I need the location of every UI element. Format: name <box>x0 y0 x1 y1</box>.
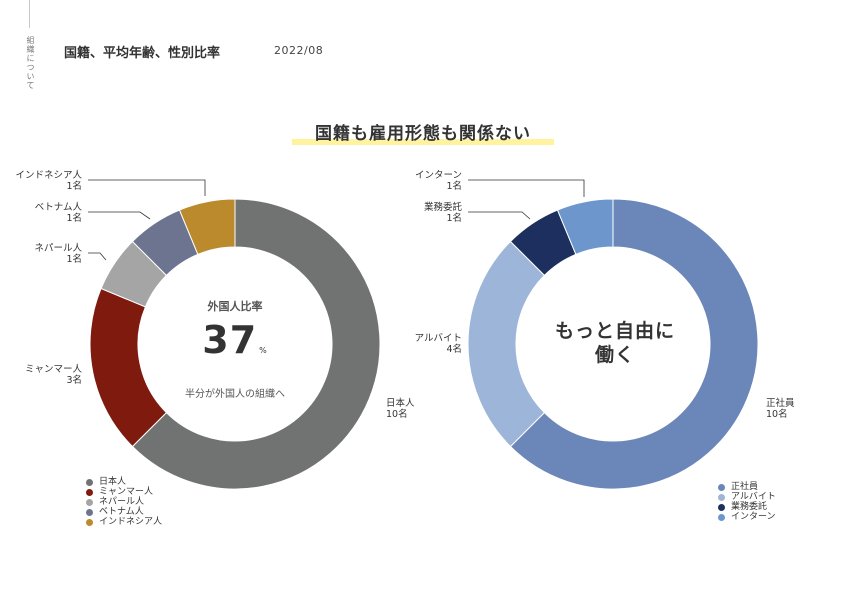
legend-item: ミャンマー人 <box>86 487 162 497</box>
donut1-slice <box>89 287 168 448</box>
legend-swatch <box>718 513 725 521</box>
legend-label: インドネシア人 <box>99 517 163 527</box>
page-title: 国籍、平均年齢、性別比率 <box>64 46 221 61</box>
donut1-slice <box>131 198 381 490</box>
donut2-center-text: もっと自由に 働く <box>535 319 695 367</box>
legend-label: ネパール人 <box>99 497 145 507</box>
leader-line <box>88 211 151 220</box>
donut1-label-value: 1名 <box>66 181 82 192</box>
donut1-label-name: インドネシア人 <box>15 170 82 181</box>
donut2-label-name: 正社員 <box>766 398 795 409</box>
legend-swatch <box>86 478 93 486</box>
leader-line <box>88 179 206 196</box>
legend-item: 日本人 <box>86 477 162 487</box>
donut2-legend: 正社員 アルバイト 業務委託 インターン <box>718 482 776 522</box>
legend-label: インターン <box>731 512 776 522</box>
donut2-label-value: 4名 <box>446 344 462 355</box>
legend-label: アルバイト <box>731 492 776 502</box>
legend-item: アルバイト <box>718 492 776 502</box>
legend-label: 正社員 <box>731 482 759 492</box>
legend-label: ミャンマー人 <box>99 487 154 497</box>
donut2-label-value: 1名 <box>446 213 462 224</box>
donut1-label-value: 10名 <box>386 409 408 420</box>
legend-swatch <box>718 503 725 511</box>
donut1-label-value: 3名 <box>66 375 82 386</box>
donut2-label-contract: 業務委託 1名 <box>382 202 462 224</box>
donut2-label-parttime: アルバイト 4名 <box>382 333 462 355</box>
donut2-center-line1: もっと自由に <box>554 320 675 342</box>
donut1-label-value: 1名 <box>66 213 82 224</box>
donut1-label-myanmar: ミャンマー人 3名 <box>2 364 82 386</box>
donut1-center-number: 37 <box>202 318 258 362</box>
donut1-label-name: ネパール人 <box>34 243 82 254</box>
donut1-label-indonesia: インドネシア人 1名 <box>2 170 82 192</box>
donut2-label-name: アルバイト <box>414 333 462 344</box>
donut1-center-label: 外国人比率 <box>207 300 263 313</box>
headline: 国籍も雇用形態も関係ない <box>315 124 531 144</box>
headline-highlight <box>292 139 554 145</box>
section-side-label: 組織について <box>26 36 35 90</box>
legend-item: ベトナム人 <box>86 507 162 517</box>
donut1-label-nepal: ネパール人 1名 <box>2 243 82 265</box>
legend-item: ネパール人 <box>86 497 162 507</box>
legend-swatch <box>86 488 93 496</box>
donut1-label-name: ベトナム人 <box>34 202 82 213</box>
legend-swatch <box>718 483 725 491</box>
leader-line <box>468 211 531 220</box>
donut2-label-name: 業務委託 <box>423 202 462 213</box>
page-date: 2022/08 <box>274 44 324 57</box>
legend-item: 業務委託 <box>718 502 776 512</box>
donut1-legend: 日本人 ミャンマー人 ネパール人 ベトナム人 インドネシア人 <box>86 477 162 527</box>
donut1-center-value: 37% <box>165 318 305 362</box>
donut1-center-unit: % <box>259 346 268 355</box>
donut1-label-japan: 日本人 10名 <box>386 398 446 420</box>
leader-line <box>468 179 585 197</box>
legend-item: 正社員 <box>718 482 776 492</box>
leader-line <box>88 252 107 261</box>
donut2-center-line2: 働く <box>594 344 635 366</box>
donut2-label-name: インターン <box>414 170 462 181</box>
donut1-label-vietnam: ベトナム人 1名 <box>2 202 82 224</box>
donut2-slice <box>556 198 614 256</box>
donut1-label-name: ミャンマー人 <box>24 364 82 375</box>
donut2-slice <box>509 198 759 490</box>
donut1-label-value: 1名 <box>66 254 82 265</box>
donut1-slice <box>178 198 236 256</box>
donut1-center-caption: 半分が外国人の組織へ <box>185 389 285 400</box>
legend-swatch <box>86 518 93 526</box>
donut1-label-name: 日本人 <box>386 398 415 409</box>
legend-swatch <box>86 508 93 516</box>
legend-swatch <box>86 498 93 506</box>
legend-label: 業務委託 <box>731 502 768 512</box>
header-rule <box>29 0 30 28</box>
donut2-label-intern: インターン 1名 <box>382 170 462 192</box>
legend-label: ベトナム人 <box>99 507 144 517</box>
legend-item: インドネシア人 <box>86 517 162 527</box>
donut2-slice <box>467 240 546 448</box>
legend-label: 日本人 <box>99 477 127 487</box>
donut2-label-value: 1名 <box>446 181 462 192</box>
legend-swatch <box>718 493 725 501</box>
donut2-label-value: 10名 <box>766 409 788 420</box>
legend-item: インターン <box>718 512 776 522</box>
donut2-label-fulltime: 正社員 10名 <box>766 398 826 420</box>
